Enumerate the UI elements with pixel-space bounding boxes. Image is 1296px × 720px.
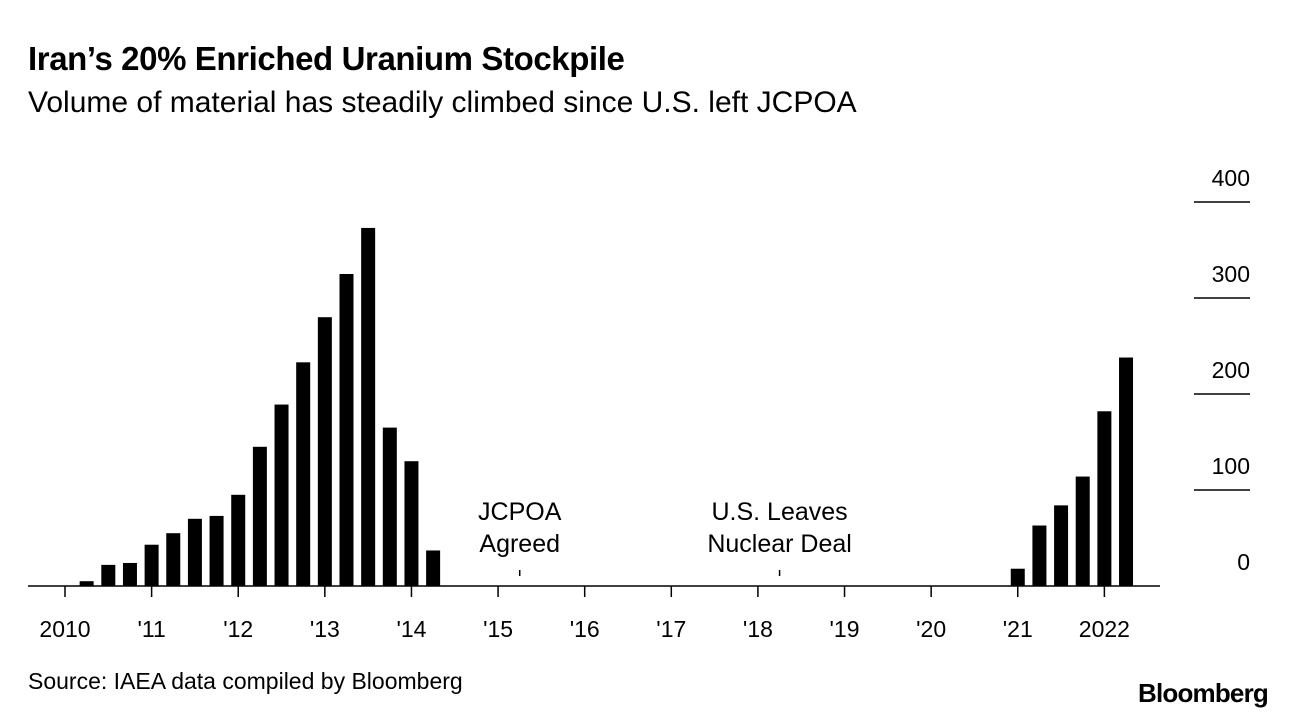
x-tick-label: '19 [830,616,860,642]
bar [1075,476,1090,586]
annotation-label: JCPOA [478,498,562,526]
chart-subtitle: Volume of material has steadily climbed … [28,86,857,119]
y-tick-label: 0 [1237,549,1250,575]
bar [274,404,289,586]
x-tick-label: '18 [743,616,773,642]
chart-title: Iran’s 20% Enriched Uranium Stockpile [28,40,625,77]
bar [361,227,376,587]
bar [252,446,267,586]
x-axis-ticks: 2010 '11 '12 '13 '14 '15 '16 '17 '18 '19 '20 '21 202… [39,586,1130,642]
y-axis-ticks: 0 100 200 300 400 [1194,165,1250,575]
bar [1097,411,1112,586]
bloomberg-logo: Bloomberg [1137,678,1269,708]
x-tick-label: 2010 [39,616,90,642]
x-tick-label: '20 [916,616,946,642]
y-tick-label: 300 [1212,261,1250,287]
bar [187,518,202,586]
bar [296,362,311,586]
bar [122,562,137,586]
bar [1010,568,1025,586]
x-tick-label: '13 [310,616,340,642]
source-note: Source: IAEA data compiled by Bloomberg [28,668,463,694]
bar [382,427,397,586]
bar [231,494,246,586]
bar [339,274,354,586]
bar [1032,525,1047,586]
y-tick-label: 400 [1212,165,1250,191]
bar [79,581,94,586]
bar [1054,505,1069,586]
x-tick-label: '16 [570,616,600,642]
x-tick-label: '17 [656,616,686,642]
x-tick-label: '12 [223,616,253,642]
annotations: JCPOA Agreed U.S. Leaves Nuclear Deal [478,498,852,576]
x-tick-label: 2022 [1079,616,1130,642]
bar [166,533,181,586]
bar [404,461,419,586]
x-tick-label: '21 [1003,616,1033,642]
bar [209,515,224,586]
bar [101,564,116,586]
bar [426,550,441,586]
bar [144,544,159,586]
bars [79,227,1134,587]
annotation-label: U.S. Leaves [711,498,847,526]
annotation-label: Nuclear Deal [707,530,852,558]
x-tick-label: '15 [483,616,513,642]
x-tick-label: '14 [396,616,426,642]
annotation-label: Agreed [479,530,560,558]
y-tick-label: 200 [1212,357,1250,383]
y-tick-label: 100 [1212,453,1250,479]
bar [1119,357,1134,586]
x-tick-label: '11 [137,616,165,642]
bar [317,317,332,586]
